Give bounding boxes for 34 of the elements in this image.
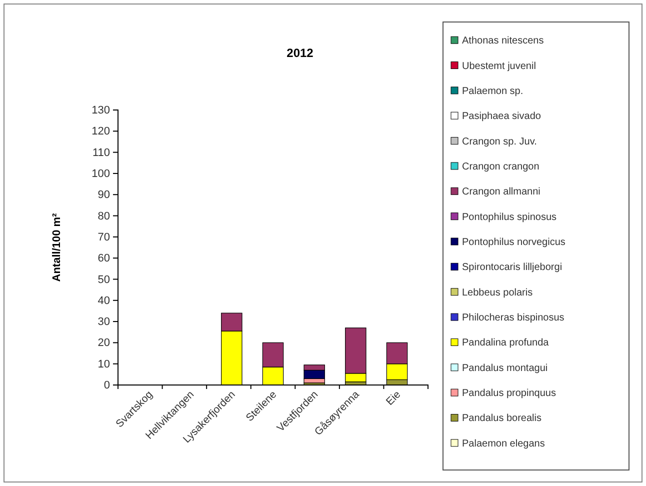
chart-title: 2012 <box>286 46 314 60</box>
y-tick-label: 50 <box>98 274 110 286</box>
legend-label: Palaemon sp. <box>462 86 524 97</box>
y-tick-label: 100 <box>92 168 110 180</box>
y-tick-label: 40 <box>98 294 110 307</box>
y-tick-label: 120 <box>92 126 110 138</box>
legend-label: Pandalus borealis <box>462 413 542 424</box>
legend-label: Pontophilus norvegicus <box>462 237 566 248</box>
legend-label: Ubestemt juvenil <box>462 60 536 72</box>
y-tick-label: 10 <box>98 358 110 370</box>
y-axis-title: Antall/100 m² <box>51 212 63 282</box>
legend-label: Lebbeus polaris <box>462 287 533 298</box>
legend-label: Pandalus propinquus <box>462 388 556 400</box>
legend-label: Spirontocaris lilljeborgi <box>462 262 562 274</box>
legend-label: Pontophilus spinosus <box>462 212 557 223</box>
y-tick-label: 30 <box>98 316 110 328</box>
y-tick-label: 110 <box>92 146 110 159</box>
legend-label: Crangon sp. Juv. <box>462 136 537 148</box>
y-tick-label: 20 <box>98 337 110 350</box>
legend-label: Philocheras bispinosus <box>462 312 564 324</box>
y-tick-label: 70 <box>98 231 110 244</box>
legend-label: Pasiphaea sivado <box>462 111 542 122</box>
legend-label: Pandalus montagui <box>462 362 548 374</box>
y-tick-label: 130 <box>92 104 110 117</box>
legend-label: Pandalina profunda <box>462 338 550 349</box>
y-tick-label: 0 <box>104 380 110 392</box>
y-tick-label: 90 <box>98 189 110 202</box>
legend-label: Crangon allmanni <box>462 186 540 198</box>
y-tick-label: 60 <box>98 252 110 265</box>
legend-label: Palaemon elegans <box>462 438 545 450</box>
legend-label: Athonas nitescens <box>462 36 544 47</box>
x-tick-label: Eie <box>384 388 404 408</box>
y-tick-label: 80 <box>98 210 110 222</box>
legend-label: Crangon crangon <box>462 161 540 172</box>
